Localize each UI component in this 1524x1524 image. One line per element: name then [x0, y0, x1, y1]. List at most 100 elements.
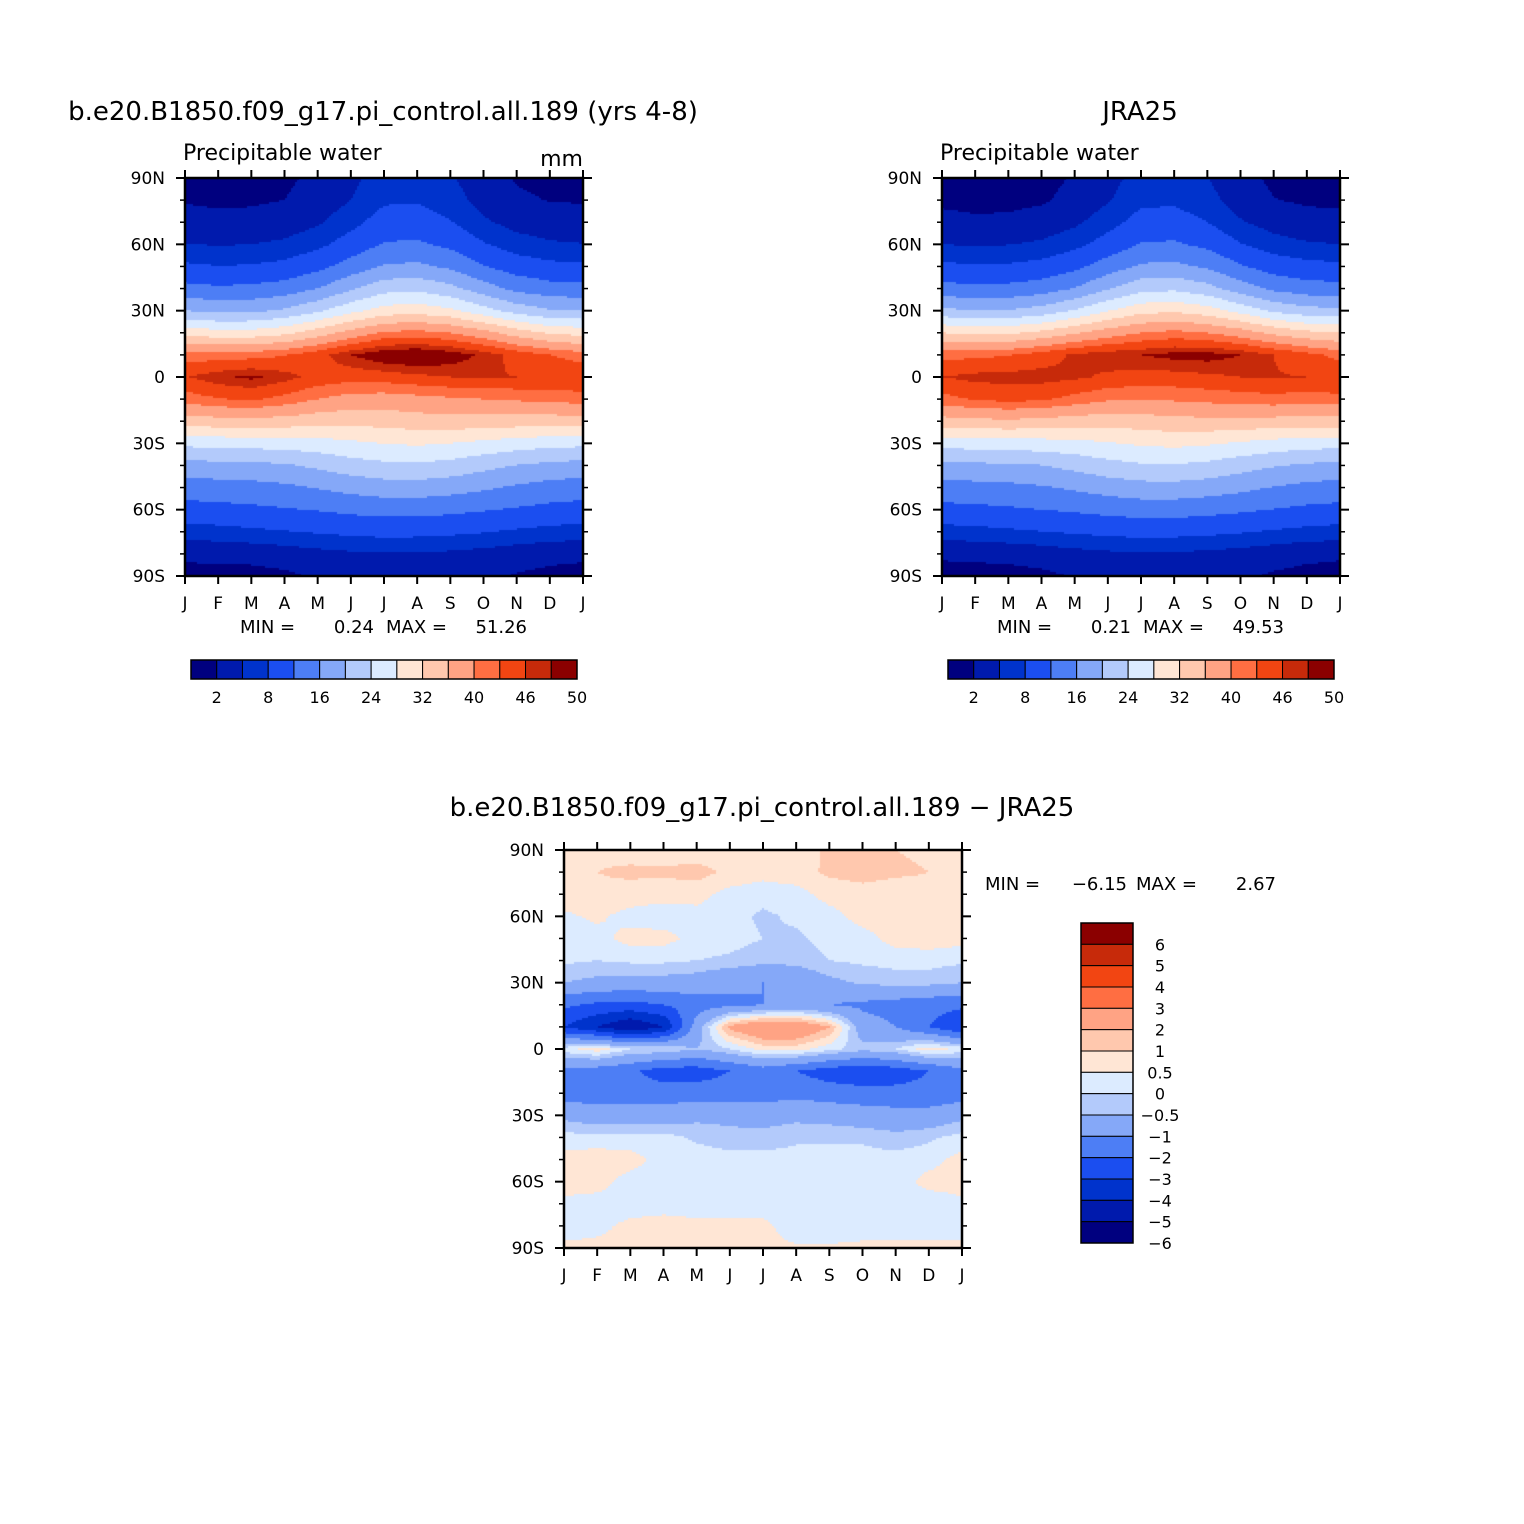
- panel-obs-colorbar-label: 24: [1118, 688, 1138, 707]
- panel-obs-ytick-label: 0: [911, 368, 922, 388]
- panel-obs-xtick-label: J: [1137, 594, 1143, 614]
- panel-obs-xtick-label: A: [1168, 594, 1180, 614]
- panel-diff-xtick-label: M: [689, 1266, 704, 1286]
- panel-model-colorbar-box: [190, 659, 218, 680]
- panel-model-xtick-label: J: [181, 594, 187, 614]
- panel-model-colorbar-label: 24: [361, 688, 381, 707]
- panel-obs-max-value: 49.53: [1232, 617, 1284, 638]
- panel-obs-min-label: MIN =: [997, 617, 1052, 638]
- panel-model-colorbar: 2 8 16 24 32 40 46 50: [190, 659, 587, 707]
- panel-diff-xtick-label: J: [726, 1266, 732, 1286]
- panel-model-colorbar-label: 50: [567, 688, 587, 707]
- panel-model-colorbar-box: [370, 659, 398, 680]
- panel-diff-colorbar-box: [1080, 1157, 1134, 1180]
- panel-diff-colorbar-box: [1080, 943, 1134, 967]
- panel-model: b.e20.B1850.f09_g17.pi_control.all.189 (…: [68, 97, 698, 707]
- panel-model-min-label: MIN =: [240, 617, 295, 638]
- panel-model-ytick-label: 30S: [133, 434, 165, 454]
- panel-model-colorbar-label: 8: [263, 688, 273, 707]
- panel-diff-colorbar-frame: [1080, 922, 1134, 1244]
- panel-diff-min-value: −6.15: [1072, 874, 1127, 895]
- panel-model-min-value: 0.24: [334, 617, 374, 638]
- panel-diff-colorbar-label: 3: [1155, 999, 1165, 1018]
- panel-obs-ytick-label: 30S: [890, 434, 922, 454]
- panel-model-colorbar-box: [267, 659, 295, 680]
- panel-model-xtick-label: O: [477, 594, 490, 614]
- panel-model-colorbar-box: [396, 659, 424, 680]
- panel-model-xtick-label: A: [411, 594, 423, 614]
- panel-model-colorbar-box: [447, 659, 475, 680]
- panel-model-colorbar-box: [216, 659, 243, 680]
- panel-model-xtick-label: M: [244, 594, 259, 614]
- panel-diff-ytick-label: 30N: [510, 974, 544, 994]
- panel-model-title: b.e20.B1850.f09_g17.pi_control.all.189 (…: [68, 97, 698, 127]
- panel-obs-colorbar-box: [1307, 659, 1335, 680]
- panel-model-heatmap-image: [185, 178, 583, 576]
- panel-diff-colorbar-label: 0: [1155, 1085, 1165, 1104]
- panel-diff-xtick-label: F: [592, 1266, 602, 1286]
- panel-diff-colorbar-label: −5: [1148, 1213, 1172, 1232]
- panel-obs-colorbar-box: [1050, 659, 1078, 680]
- panel-model-colorbar-box: [241, 659, 269, 680]
- panel-diff-colorbar-box: [1080, 1178, 1134, 1201]
- panel-diff-colorbar-label: 6: [1155, 935, 1165, 954]
- panel-obs-colorbar-label: 32: [1169, 688, 1189, 707]
- panel-diff-colorbar-label: 2: [1155, 1021, 1165, 1040]
- panel-obs-colorbar-box: [1153, 659, 1181, 680]
- panel-diff-xtick-label: S: [824, 1266, 835, 1286]
- panel-diff-colorbar-box: [1080, 922, 1134, 945]
- panel-obs-min-value: 0.21: [1091, 617, 1131, 638]
- panel-obs-ytick-label: 30N: [888, 302, 922, 322]
- panel-diff-xtick-label: O: [856, 1266, 869, 1286]
- panel-model-plot-area: [185, 178, 583, 576]
- panel-diff-colorbar-box: [1080, 965, 1134, 988]
- panel-model-ytick-label: 30N: [131, 302, 165, 322]
- panel-obs-ytick-label: 60S: [890, 501, 922, 521]
- panel-model-colorbar-box: [319, 659, 346, 680]
- panel-diff-xtick-label: J: [958, 1266, 964, 1286]
- panel-obs-colorbar-box: [1282, 659, 1309, 680]
- panel-model-xtick-label: D: [543, 594, 556, 614]
- panel-obs-xtick-label: A: [1036, 594, 1048, 614]
- panel-obs-xtick-label: N: [1267, 594, 1280, 614]
- panel-obs-colorbar-label: 8: [1020, 688, 1030, 707]
- panel-model-colorbar-box: [525, 659, 552, 680]
- panel-model-colorbar-box: [422, 659, 449, 680]
- panel-model-colorbar-box: [293, 659, 321, 680]
- panel-obs-colorbar-box: [1179, 659, 1206, 680]
- panel-obs-xtick-label: J: [1104, 594, 1110, 614]
- panel-model-colorbar-frame: [190, 659, 578, 680]
- panel-diff-max-label: MAX =: [1136, 874, 1197, 895]
- panel-obs-xtick-label: S: [1202, 594, 1213, 614]
- panel-obs-colorbar-box: [998, 659, 1026, 680]
- panel-obs-xtick-label: D: [1300, 594, 1313, 614]
- panel-diff-ytick-label: 90S: [512, 1239, 544, 1259]
- panel-diff-colorbar-box: [1080, 1221, 1134, 1244]
- panel-model-xtick-label: S: [445, 594, 456, 614]
- panel-obs-ytick-label: 90N: [888, 169, 922, 189]
- panel-diff-colorbar-label: −4: [1148, 1191, 1172, 1210]
- panel-diff-colorbar-box: [1080, 986, 1134, 1009]
- panel-obs: JRA25 Precipitable water J F M A M J J A S O N D J90…: [888, 97, 1349, 707]
- panel-obs-xtick-label: O: [1234, 594, 1247, 614]
- panel-diff-ytick-label: 30S: [512, 1106, 544, 1126]
- panel-diff-xtick-label: J: [759, 1266, 765, 1286]
- panel-model-xtick-label: M: [310, 594, 325, 614]
- panel-obs-colorbar-box: [1127, 659, 1155, 680]
- panel-model-xtick-label: J: [579, 594, 585, 614]
- panel-obs-subtitle: Precipitable water: [940, 141, 1140, 166]
- panel-model-units: mm: [540, 147, 583, 172]
- panel-model-colorbar-label: 16: [309, 688, 329, 707]
- panel-obs-colorbar-frame: [947, 659, 1335, 680]
- panel-diff-ytick-label: 60S: [512, 1173, 544, 1193]
- panel-model-max-label: MAX =: [386, 617, 447, 638]
- panel-diff-colorbar-box: [1080, 1029, 1134, 1052]
- panel-obs-colorbar-box: [1204, 659, 1232, 680]
- panel-obs-colorbar-box: [947, 659, 975, 680]
- panel-diff-colorbar: 6 5 4 3 2 1 0.5 0 −0.5 −1 −2 −3 −4 −5 −6: [1080, 922, 1179, 1253]
- panel-obs-xtick-label: J: [938, 594, 944, 614]
- panel-diff-title: b.e20.B1850.f09_g17.pi_control.all.189 −…: [450, 793, 1075, 823]
- panel-diff-colorbar-box: [1080, 1007, 1134, 1031]
